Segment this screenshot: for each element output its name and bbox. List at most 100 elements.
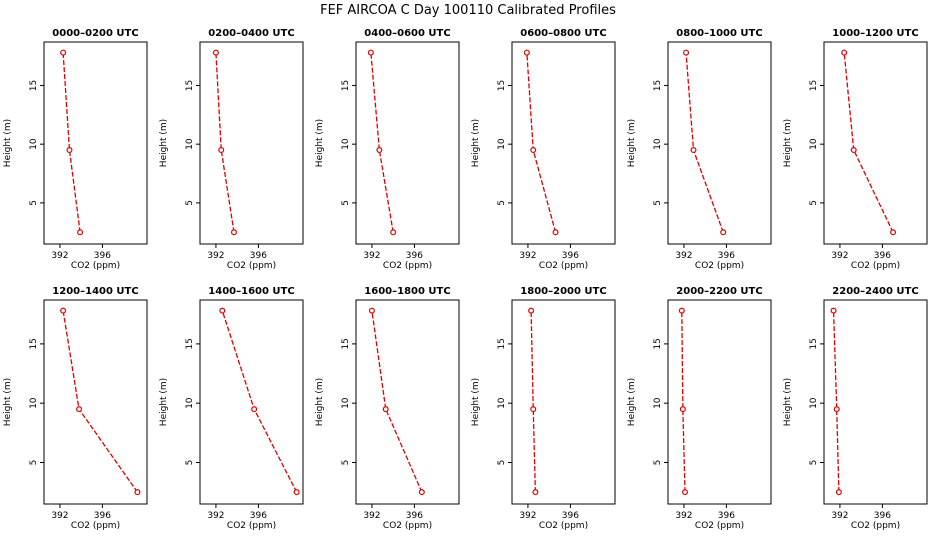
y-tick-label: 5 bbox=[185, 460, 195, 466]
profile-line bbox=[62, 52, 81, 233]
y-tick-label: 15 bbox=[497, 80, 507, 91]
y-tick-label: 15 bbox=[341, 338, 351, 349]
panel-title: 2200–2400 UTC bbox=[832, 286, 918, 297]
y-axis-label: Height (m) bbox=[315, 119, 325, 167]
y-tick-label: 15 bbox=[29, 80, 39, 91]
data-point bbox=[552, 229, 559, 236]
data-point bbox=[678, 307, 685, 314]
panel-title: 0400–0600 UTC bbox=[364, 28, 450, 39]
y-tick-label: 10 bbox=[29, 397, 39, 409]
y-tick-label: 5 bbox=[497, 460, 507, 466]
data-point bbox=[528, 307, 535, 314]
x-axis-label: CO2 (ppm) bbox=[539, 521, 588, 531]
data-point bbox=[835, 489, 842, 496]
data-point bbox=[681, 489, 688, 496]
plot-frame bbox=[511, 299, 616, 505]
panel-title: 1200–1400 UTC bbox=[52, 286, 138, 297]
y-tick-label: 15 bbox=[185, 338, 195, 349]
x-tick-label: 392 bbox=[51, 511, 68, 521]
x-tick-label: 392 bbox=[831, 511, 848, 521]
figure-title: FEF AIRCOA C Day 100110 Calibrated Profi… bbox=[320, 3, 616, 18]
data-point bbox=[833, 406, 840, 413]
panel-title: 1000–1200 UTC bbox=[832, 28, 918, 39]
y-tick-label: 15 bbox=[809, 338, 819, 349]
profile-line bbox=[370, 52, 394, 233]
y-tick-label: 5 bbox=[341, 200, 351, 206]
profile-line bbox=[530, 310, 537, 493]
data-point bbox=[76, 406, 83, 413]
y-tick-label: 10 bbox=[185, 397, 195, 409]
data-point bbox=[230, 229, 237, 236]
x-axis-label: CO2 (ppm) bbox=[383, 521, 432, 531]
y-tick-label: 10 bbox=[29, 138, 39, 150]
x-tick-label: 392 bbox=[519, 251, 536, 261]
x-tick-label: 392 bbox=[831, 251, 848, 261]
data-point bbox=[530, 406, 537, 413]
data-point bbox=[690, 147, 697, 154]
y-tick-label: 10 bbox=[809, 138, 819, 150]
data-point bbox=[77, 229, 84, 236]
x-tick-label: 396 bbox=[250, 251, 267, 261]
data-point bbox=[418, 489, 425, 496]
y-tick-label: 10 bbox=[653, 397, 663, 409]
x-axis-label: CO2 (ppm) bbox=[539, 261, 588, 271]
data-point bbox=[523, 49, 530, 56]
data-point bbox=[60, 307, 67, 314]
plot-frame bbox=[511, 41, 616, 245]
plot-frame bbox=[43, 299, 148, 505]
x-tick-label: 392 bbox=[363, 251, 380, 261]
x-tick-label: 396 bbox=[250, 511, 267, 521]
y-axis-label: Height (m) bbox=[3, 378, 13, 426]
panel-title: 0000–0200 UTC bbox=[52, 28, 138, 39]
data-point bbox=[532, 489, 539, 496]
x-tick-label: 392 bbox=[207, 511, 224, 521]
x-axis-label: CO2 (ppm) bbox=[851, 261, 900, 271]
x-tick-label: 396 bbox=[94, 511, 111, 521]
x-tick-label: 392 bbox=[51, 251, 68, 261]
data-point bbox=[212, 49, 219, 56]
x-axis-label: CO2 (ppm) bbox=[695, 261, 744, 271]
y-tick-label: 15 bbox=[341, 80, 351, 91]
x-tick-label: 392 bbox=[363, 511, 380, 521]
x-axis-label: CO2 (ppm) bbox=[227, 261, 276, 271]
y-tick-label: 10 bbox=[341, 138, 351, 150]
x-axis-label: CO2 (ppm) bbox=[71, 261, 120, 271]
x-axis-label: CO2 (ppm) bbox=[695, 521, 744, 531]
data-point bbox=[841, 49, 848, 56]
panel-title: 0800–1000 UTC bbox=[676, 28, 762, 39]
y-tick-label: 15 bbox=[497, 338, 507, 349]
y-tick-label: 15 bbox=[29, 338, 39, 349]
x-tick-label: 392 bbox=[675, 251, 692, 261]
data-point bbox=[251, 406, 258, 413]
x-tick-label: 396 bbox=[718, 511, 735, 521]
data-point bbox=[890, 229, 897, 236]
x-tick-label: 396 bbox=[94, 251, 111, 261]
y-tick-label: 5 bbox=[29, 460, 39, 466]
x-axis-label: CO2 (ppm) bbox=[383, 261, 432, 271]
data-point bbox=[218, 147, 225, 154]
y-tick-label: 5 bbox=[497, 200, 507, 206]
data-point bbox=[683, 49, 690, 56]
y-tick-label: 5 bbox=[809, 460, 819, 466]
x-tick-label: 396 bbox=[406, 511, 423, 521]
y-tick-label: 10 bbox=[809, 397, 819, 409]
x-axis-label: CO2 (ppm) bbox=[71, 521, 120, 531]
y-tick-label: 10 bbox=[185, 138, 195, 150]
panel-title: 1800–2000 UTC bbox=[520, 286, 606, 297]
y-tick-label: 10 bbox=[341, 397, 351, 409]
profile-line bbox=[832, 310, 840, 493]
data-point bbox=[66, 147, 73, 154]
y-tick-label: 10 bbox=[497, 138, 507, 150]
y-tick-label: 15 bbox=[809, 80, 819, 91]
x-tick-label: 396 bbox=[874, 251, 891, 261]
data-point bbox=[293, 489, 300, 496]
y-tick-label: 5 bbox=[185, 200, 195, 206]
y-axis-label: Height (m) bbox=[783, 378, 793, 426]
